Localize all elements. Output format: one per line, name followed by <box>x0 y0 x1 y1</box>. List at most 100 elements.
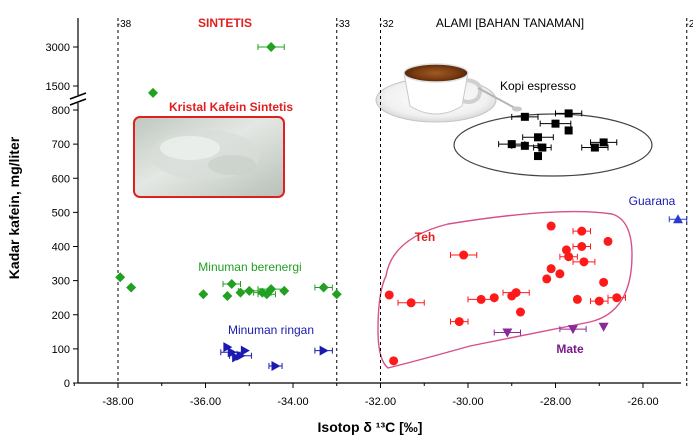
data-point <box>538 143 547 152</box>
y-tick-label-7: 700 <box>52 139 70 151</box>
espresso-cluster-outline <box>453 113 653 177</box>
x-tick-label-6: -26.00 <box>627 396 658 408</box>
annotation-guarana: Guarana <box>629 194 676 208</box>
axes <box>69 18 681 384</box>
data-point <box>612 293 622 303</box>
annotation-tea: Teh <box>415 230 435 244</box>
data-point <box>236 350 246 361</box>
data-point <box>551 119 560 128</box>
data-point <box>126 282 137 293</box>
data-point <box>223 342 233 353</box>
data-point <box>534 152 542 161</box>
data-point <box>226 279 237 290</box>
top-tick-labels: -38 -33 -32 -25 <box>117 19 693 30</box>
series-5 <box>493 322 609 338</box>
series-6 <box>668 214 688 224</box>
data-point <box>507 291 517 301</box>
data-point <box>579 257 589 267</box>
data-point <box>564 109 573 118</box>
data-point <box>115 272 126 283</box>
data-point <box>673 214 683 224</box>
data-point <box>459 250 469 260</box>
y-axis-title: Kadar kafein, mg/liter <box>6 136 22 279</box>
data-point <box>502 328 513 338</box>
data-point <box>577 242 587 251</box>
data-point <box>599 138 608 147</box>
annotation-synthetic-crystal: Kristal Kafein Sintetis <box>169 100 293 114</box>
data-point <box>318 282 329 293</box>
y-tick-label-9: 1500 <box>46 81 70 93</box>
region-label-synthetic: SINTETIS <box>198 16 252 30</box>
data-point <box>546 264 556 274</box>
data-point <box>222 290 233 301</box>
espresso-cup-photo <box>375 63 522 123</box>
data-point <box>319 345 329 356</box>
data-point <box>266 42 277 52</box>
y-tick-label-10: 3000 <box>46 42 70 54</box>
data-point <box>266 284 277 295</box>
data-point <box>520 141 529 150</box>
x-tick-label-4: -30.00 <box>452 396 483 408</box>
data-point <box>599 277 609 287</box>
top-tick-label-2: -32 <box>379 19 394 30</box>
y-axis-break-mark <box>69 92 87 106</box>
y-tick-label-5: 500 <box>52 207 70 219</box>
x-axis-ticks: -38.00 -36.00 -34.00 -32.00 -30.00 -28.00 -26.… <box>73 383 688 408</box>
series-0 <box>148 42 285 98</box>
data-point <box>240 345 250 356</box>
data-point <box>572 294 582 304</box>
data-point <box>542 274 552 284</box>
annotation-espresso: Kopi espresso <box>500 79 576 93</box>
annotation-energy-drinks: Minuman berenergi <box>198 260 301 274</box>
series-3 <box>498 109 618 161</box>
top-tick-label-1: -33 <box>336 19 351 30</box>
data-point <box>564 126 573 135</box>
y-tick-label-8: 800 <box>52 105 70 117</box>
y-tick-label-4: 400 <box>52 242 70 254</box>
x-tick-label-3: -32.00 <box>365 396 396 408</box>
data-point <box>271 360 281 371</box>
x-tick-label-2: -34.00 <box>277 396 308 408</box>
annotation-mate: Mate <box>556 342 584 356</box>
data-point <box>198 289 209 300</box>
reference-lines <box>117 18 688 383</box>
tea-cluster-outline <box>377 210 633 369</box>
data-point <box>598 322 609 332</box>
data-point <box>534 133 542 142</box>
data-point <box>577 226 587 236</box>
y-axis-ticks: 0 100 200 300 400 500 600 700 800 1500 3000 <box>46 42 78 390</box>
data-point <box>279 285 290 296</box>
series-1 <box>115 272 342 301</box>
data-point <box>594 296 604 306</box>
data-point <box>406 298 416 308</box>
data-point <box>454 317 464 327</box>
data-point <box>603 236 613 246</box>
synthetic-caffeine-crystal-photo <box>133 116 285 198</box>
data-point <box>520 112 529 121</box>
region-label-natural: ALAMI [BAHAN TANAMAN] <box>436 16 584 30</box>
y-tick-label-0: 0 <box>64 378 70 390</box>
data-point <box>148 87 158 98</box>
y-tick-label-1: 100 <box>52 344 70 356</box>
x-tick-label-5: -28.00 <box>540 396 571 408</box>
data-point <box>516 307 525 317</box>
data-point <box>384 290 394 300</box>
data-point <box>389 356 399 366</box>
series-2 <box>220 342 333 371</box>
top-tick-label-3: -25 <box>686 19 693 30</box>
y-tick-label-6: 600 <box>52 173 70 185</box>
top-tick-label-0: -38 <box>117 19 132 30</box>
y-tick-label-3: 300 <box>52 276 70 288</box>
data-point <box>564 252 574 262</box>
x-tick-label-1: -36.00 <box>190 396 221 408</box>
data-point <box>331 289 342 300</box>
x-axis-title: Isotop δ ¹³C [‰] <box>318 419 423 435</box>
data-point <box>476 294 486 304</box>
data-point <box>568 325 578 335</box>
data-point <box>590 143 599 152</box>
y-tick-label-2: 200 <box>52 310 70 322</box>
data-point <box>244 285 255 296</box>
annotation-soft-drinks: Minuman ringan <box>228 323 314 337</box>
